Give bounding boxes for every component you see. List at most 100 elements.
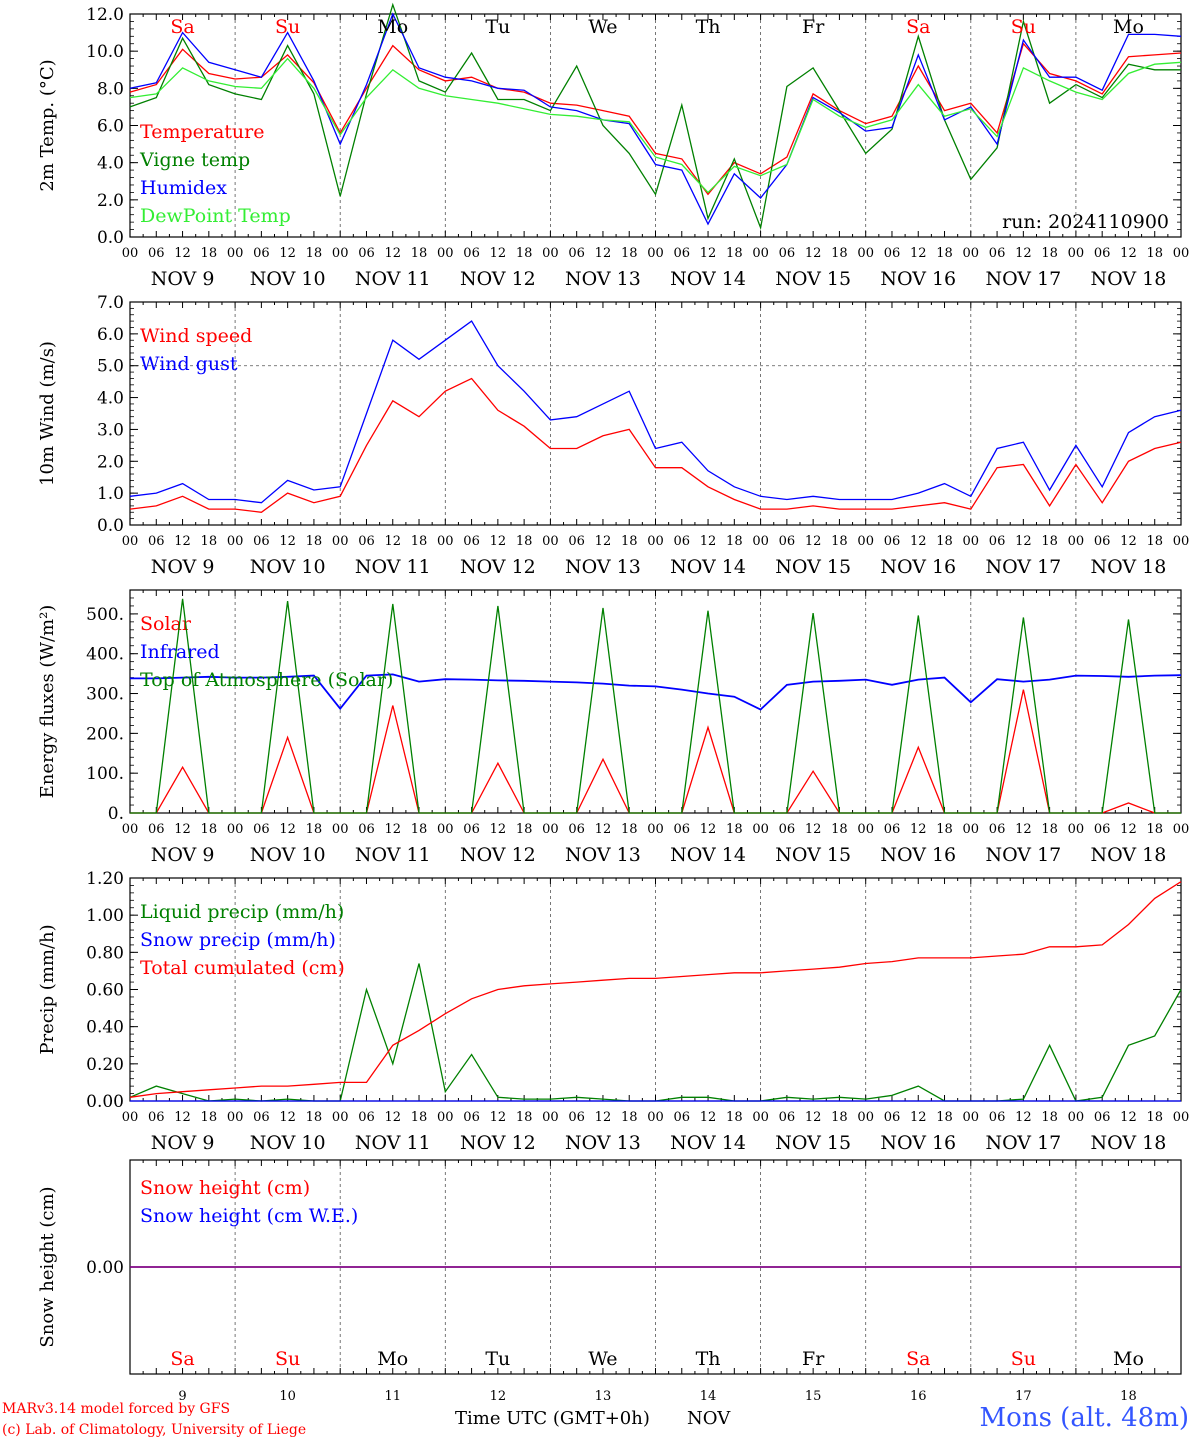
hour-tick-label: 18 xyxy=(936,1110,953,1125)
hour-tick-label: 06 xyxy=(1094,246,1111,261)
hour-tick-label: 00 xyxy=(542,534,559,549)
day-number-label: 10 xyxy=(279,1389,296,1404)
legend-entry-1: Temperature xyxy=(140,121,264,143)
date-label: NOV 11 xyxy=(355,556,431,578)
date-label: NOV 9 xyxy=(151,1132,215,1154)
hour-tick-label: 12 xyxy=(910,1110,927,1125)
series-line-2 xyxy=(129,320,1182,504)
legend-entry-2: Snow precip (mm/h) xyxy=(140,929,336,951)
weekday-label: Sa xyxy=(906,1348,930,1370)
series-line-3 xyxy=(129,881,1182,1098)
hour-tick-label: 06 xyxy=(779,1110,796,1125)
date-label: NOV 13 xyxy=(565,268,641,290)
hour-tick-label: 12 xyxy=(910,534,927,549)
hour-tick-label: 06 xyxy=(674,246,691,261)
date-label: NOV 12 xyxy=(460,844,536,866)
hour-tick-label: 18 xyxy=(516,534,533,549)
hour-tick-label: 06 xyxy=(884,822,901,837)
hour-tick-label: 00 xyxy=(122,1110,139,1125)
hour-tick-label: 06 xyxy=(674,534,691,549)
date-label: NOV 15 xyxy=(775,844,851,866)
hour-tick-label: 00 xyxy=(437,246,454,261)
hour-tick-label: 06 xyxy=(358,534,375,549)
date-label: NOV 17 xyxy=(985,1132,1061,1154)
hour-tick-label: 00 xyxy=(227,534,244,549)
y-tick-label: 0.80 xyxy=(86,943,124,963)
date-label: NOV 11 xyxy=(355,844,431,866)
hour-tick-label: 00 xyxy=(963,1110,980,1125)
hour-tick-label: 00 xyxy=(542,1110,559,1125)
hour-tick-label: 00 xyxy=(647,534,664,549)
hour-tick-label: 06 xyxy=(463,246,480,261)
day-number-label: 9 xyxy=(178,1389,186,1404)
hour-tick-label: 12 xyxy=(384,534,401,549)
hour-tick-label: 00 xyxy=(122,534,139,549)
day-number-label: 16 xyxy=(910,1389,927,1404)
series-line-1 xyxy=(129,377,1182,513)
hour-tick-label: 18 xyxy=(621,1110,638,1125)
hour-tick-label: 06 xyxy=(148,246,165,261)
legend-entry-3: Humidex xyxy=(140,177,227,199)
y-tick-label: 10.0 xyxy=(86,42,124,62)
hour-tick-label: 00 xyxy=(437,1110,454,1125)
hour-tick-label: 00 xyxy=(857,246,874,261)
y-tick-label: 1.00 xyxy=(86,906,124,926)
hour-tick-label: 12 xyxy=(1015,822,1032,837)
hour-tick-label: 00 xyxy=(227,822,244,837)
legend-entry-1: Wind speed xyxy=(140,325,252,347)
day-number-label: 15 xyxy=(805,1389,822,1404)
footer-lab-credit: (c) Lab. of Climatology, University of L… xyxy=(2,1422,306,1438)
hour-tick-label: 00 xyxy=(647,1110,664,1125)
hour-tick-label: 12 xyxy=(1120,534,1137,549)
hour-tick-label: 06 xyxy=(884,534,901,549)
hour-tick-label: 18 xyxy=(621,534,638,549)
hour-tick-label: 06 xyxy=(358,822,375,837)
hour-tick-label: 18 xyxy=(516,246,533,261)
weekday-label: Fr xyxy=(802,1348,825,1370)
y-axis-label: Energy fluxes (W/m²) xyxy=(37,605,58,799)
hour-tick-label: 06 xyxy=(463,822,480,837)
hour-tick-label: 00 xyxy=(1173,246,1190,261)
hour-tick-label: 06 xyxy=(989,534,1006,549)
y-tick-label: 0.0 xyxy=(97,516,124,536)
day-number-label: 11 xyxy=(384,1389,401,1404)
hour-tick-label: 00 xyxy=(963,534,980,549)
weekday-label: Tu xyxy=(485,1348,510,1370)
hour-tick-label: 18 xyxy=(936,822,953,837)
hour-tick-label: 18 xyxy=(201,534,218,549)
y-tick-label: 300. xyxy=(86,685,124,705)
hour-tick-label: 00 xyxy=(752,822,769,837)
hour-tick-label: 18 xyxy=(1041,246,1058,261)
y-tick-label: 8.0 xyxy=(97,79,124,99)
hour-tick-label: 18 xyxy=(936,246,953,261)
weekday-label: Sa xyxy=(906,16,930,38)
legend-entry-4: DewPoint Temp xyxy=(140,205,291,227)
hour-tick-label: 12 xyxy=(174,534,191,549)
date-label: NOV 15 xyxy=(775,1132,851,1154)
y-axis-label: Precip (mm/h) xyxy=(37,924,58,1054)
weekday-label: We xyxy=(588,1348,617,1370)
hour-tick-label: 00 xyxy=(752,246,769,261)
hour-tick-label: 00 xyxy=(332,822,349,837)
date-label: NOV 12 xyxy=(460,268,536,290)
hour-tick-label: 12 xyxy=(910,246,927,261)
hour-tick-label: 00 xyxy=(752,1110,769,1125)
hour-tick-label: 18 xyxy=(306,1110,323,1125)
hour-tick-label: 00 xyxy=(857,1110,874,1125)
hour-tick-label: 12 xyxy=(700,246,717,261)
hour-tick-label: 00 xyxy=(963,822,980,837)
series-line-2 xyxy=(130,673,1182,711)
legend-entry-3: Top of Atmosphere (Solar) xyxy=(140,669,393,691)
weekday-label: Th xyxy=(696,16,721,38)
hour-tick-label: 18 xyxy=(1146,1110,1163,1125)
hour-tick-label: 06 xyxy=(148,1110,165,1125)
hour-tick-label: 06 xyxy=(884,1110,901,1125)
y-tick-label: 1.20 xyxy=(86,869,124,889)
hour-tick-label: 00 xyxy=(752,534,769,549)
time-axis-title: Time UTC (GMT+0h) xyxy=(455,1408,650,1429)
hour-tick-label: 06 xyxy=(568,822,585,837)
hour-tick-label: 12 xyxy=(490,1110,507,1125)
hour-tick-label: 06 xyxy=(884,246,901,261)
legend-entry-1: Snow height (cm) xyxy=(140,1177,310,1199)
legend-entry-3: Total cumulated (cm) xyxy=(140,957,345,979)
